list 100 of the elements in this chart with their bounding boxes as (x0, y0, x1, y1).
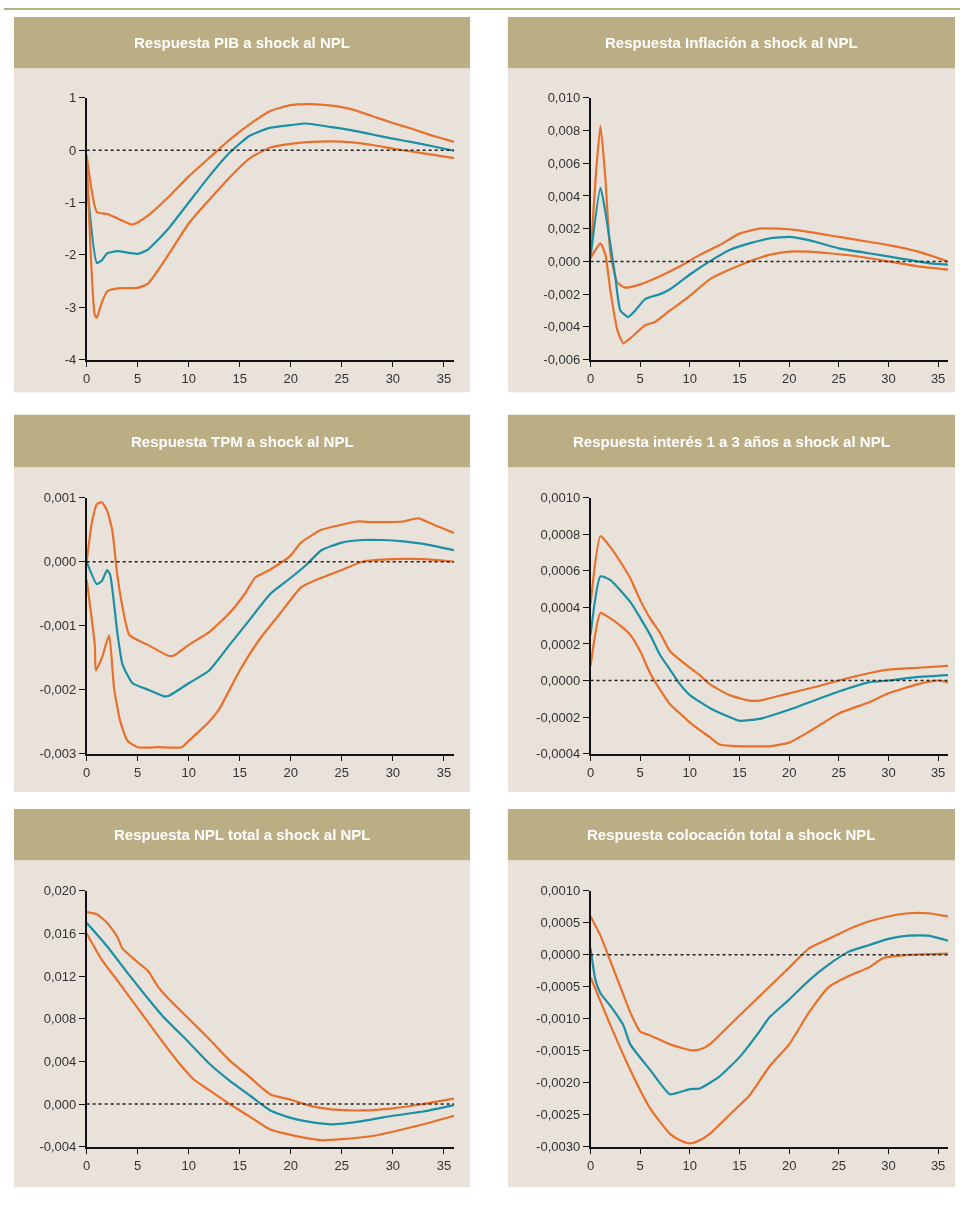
line-series (590, 952, 949, 1145)
chart-title: Respuesta PIB a shock al NPL (134, 34, 350, 51)
line-series (86, 122, 455, 264)
x-tick-label: 20 (781, 764, 797, 780)
x-tick-label: 20 (781, 370, 797, 386)
y-tick-label: 0,010 (547, 90, 581, 106)
x-tick-label: 25 (334, 370, 350, 386)
y-tick-label: 0,0008 (540, 526, 581, 542)
y-tick-label: 0,004 (547, 188, 581, 204)
line-series (590, 535, 949, 702)
x-tick-label: 25 (831, 1158, 847, 1174)
y-tick-label: -0,001 (39, 618, 77, 634)
x-tick-label: 10 (682, 1158, 698, 1174)
line-series (86, 538, 455, 698)
y-tick-label: 0,0004 (540, 599, 581, 615)
x-tick-label: 30 (385, 764, 401, 780)
x-tick-label: 0 (586, 370, 595, 386)
y-tick-label: 0,000 (43, 1096, 77, 1112)
y-tick-label: 0,0000 (540, 947, 581, 963)
x-tick-label: 25 (831, 764, 847, 780)
y-tick-label: 0,0005 (540, 915, 581, 931)
x-tick-label: 30 (385, 370, 401, 386)
y-tick-label: -0,0015 (536, 1043, 581, 1059)
y-tick-label: -0,0004 (536, 746, 581, 762)
y-tick-label: 0,008 (43, 1011, 77, 1027)
line-series (590, 575, 949, 722)
x-tick-label: 10 (181, 1158, 196, 1174)
y-tick-label: -0,002 (543, 286, 581, 302)
x-tick-label: 15 (732, 370, 747, 386)
chart-title: Respuesta TPM a shock al NPL (131, 433, 354, 450)
y-tick-label: 0,0010 (540, 490, 581, 506)
x-tick-label: 35 (930, 1158, 946, 1174)
y-tick-label: 1 (69, 90, 77, 106)
chart-title: Respuesta interés 1 a 3 años a shock al NPL (573, 433, 890, 450)
x-tick-label: 5 (636, 370, 644, 386)
x-tick-label: 10 (682, 370, 698, 386)
y-tick-label: -0,004 (39, 1139, 77, 1155)
x-tick-label: 15 (232, 764, 247, 780)
y-tick-label: 0,002 (547, 221, 581, 237)
x-tick-label: 20 (781, 1158, 797, 1174)
x-tick-label: 30 (881, 370, 896, 386)
x-tick-label: 35 (436, 370, 452, 386)
x-tick-label: 15 (232, 370, 247, 386)
x-tick-label: 10 (682, 764, 698, 780)
x-tick-label: 5 (134, 370, 142, 386)
x-tick-label: 20 (283, 764, 299, 780)
y-tick-label: 0,006 (547, 155, 581, 171)
y-tick-label: -2 (64, 247, 77, 263)
x-tick-label: 15 (232, 1158, 247, 1174)
x-tick-label: 35 (436, 1158, 452, 1174)
x-tick-label: 25 (334, 764, 350, 780)
y-tick-label: -0,004 (543, 319, 581, 335)
chart-title: Respuesta Inflación a shock al NPL (605, 34, 858, 51)
y-tick-label: 0,0006 (540, 563, 581, 579)
y-tick-label: 0,008 (547, 123, 581, 139)
y-tick-label: 0,000 (547, 253, 581, 269)
x-tick-label: 5 (134, 764, 142, 780)
x-tick-label: 0 (83, 764, 91, 780)
x-tick-label: 5 (134, 1158, 142, 1174)
y-tick-label: -1 (64, 195, 77, 211)
line-series (590, 186, 949, 319)
x-tick-label: 10 (181, 370, 196, 386)
y-tick-label: 0,000 (43, 554, 77, 570)
x-tick-label: 30 (385, 1158, 401, 1174)
x-tick-label: 0 (586, 1158, 595, 1174)
x-tick-label: 15 (732, 764, 747, 780)
y-tick-label: -0,003 (39, 746, 77, 762)
y-tick-label: -0,0005 (536, 979, 581, 995)
y-tick-label: 0,001 (43, 490, 77, 506)
y-tick-label: 0,016 (43, 926, 77, 942)
line-series (86, 557, 455, 749)
x-tick-label: 25 (831, 370, 847, 386)
x-tick-label: 35 (930, 764, 946, 780)
y-tick-label: -0,0025 (536, 1107, 581, 1123)
y-tick-label: -0,002 (39, 682, 77, 698)
x-tick-label: 20 (283, 1158, 299, 1174)
line-series (590, 911, 949, 1052)
line-series (590, 934, 949, 1096)
y-tick-label: 0,012 (43, 968, 77, 984)
x-tick-label: 0 (83, 370, 91, 386)
y-tick-label: 0,004 (43, 1053, 77, 1069)
y-tick-label: 0 (69, 142, 77, 158)
y-tick-label: -0,006 (543, 352, 581, 368)
line-series (86, 501, 455, 658)
y-tick-label: 0,020 (43, 883, 77, 899)
x-tick-label: 0 (586, 764, 595, 780)
y-tick-label: -3 (64, 299, 77, 315)
line-series (590, 611, 949, 748)
x-tick-label: 35 (930, 370, 946, 386)
y-tick-label: -0,0030 (536, 1139, 581, 1155)
y-tick-label: 0,0010 (540, 883, 581, 899)
chart-title: Respuesta colocación total a shock NPL (587, 826, 876, 843)
y-tick-label: -0,0020 (536, 1075, 581, 1091)
x-tick-label: 5 (636, 764, 644, 780)
y-tick-label: -0,0002 (536, 709, 581, 725)
x-tick-label: 35 (436, 764, 452, 780)
y-tick-label: -4 (64, 352, 77, 368)
x-tick-label: 30 (881, 764, 896, 780)
y-tick-label: 0,0000 (540, 673, 581, 689)
x-tick-label: 0 (83, 1158, 91, 1174)
